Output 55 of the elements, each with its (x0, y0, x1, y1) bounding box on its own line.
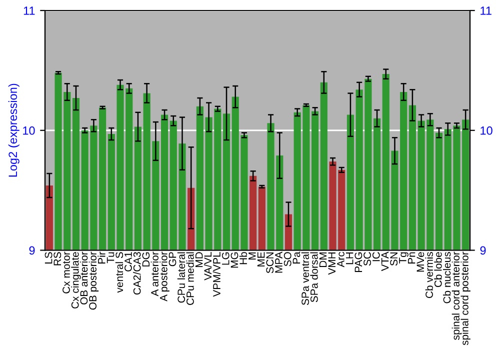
x-tick-label: Cx motor (62, 252, 70, 294)
y2-tick-label: 11 (480, 6, 492, 15)
x-tick-label: VMH (328, 252, 336, 275)
x-tick-label: Tu (106, 252, 114, 264)
x-tick-label: Cb lobe (434, 252, 442, 288)
x-tick-label: MG (230, 252, 238, 268)
x-tick-label: SC (364, 252, 371, 266)
x-tick-label: VTA (381, 252, 389, 272)
x-tick-label: A anterior (150, 252, 158, 296)
x-tick-label: SPa dorsal (310, 252, 318, 302)
x-tick-label: LG (222, 252, 230, 265)
x-tick-label: SPa ventral (301, 252, 309, 306)
x-tick-label: ventral S (115, 252, 124, 293)
x-tick-label: SCN (266, 252, 274, 274)
x-tick-label: spinal cord posterior (460, 252, 470, 346)
x-tick-label: Cb vermis (425, 252, 433, 298)
x-tick-label: OB posterior (88, 252, 99, 310)
x-tick-label: spinal cord anterior (452, 252, 462, 340)
y2-tick-label: 10 (480, 126, 492, 135)
x-tick-label: LH (346, 252, 354, 264)
x-tick-label: CPu lateral (177, 252, 186, 303)
x-tick-label: VA/VL (204, 252, 212, 280)
x-tick-label: DG (142, 252, 150, 266)
x-tick-label: RS (54, 252, 62, 266)
x-tick-label: Hb (239, 252, 248, 264)
x-tick-label: M (248, 252, 256, 260)
x-tick-label: MD (195, 252, 203, 267)
x-tick-label: Pn (408, 252, 416, 264)
x-tick-label: VPM/VPL (212, 252, 220, 297)
x-tick-label: PAG (354, 252, 362, 272)
x-tick-label: IC (372, 252, 380, 262)
y-tick-label: 9 (29, 246, 35, 255)
y2-tick-label: 9 (480, 246, 486, 255)
x-tick-label: OB anterior (80, 252, 88, 304)
y-tick-label: 11 (24, 6, 35, 15)
x-tick-label: Cx cingulate (71, 252, 81, 308)
x-tick-label: MPA (275, 252, 282, 273)
x-tick-label: DM (319, 252, 327, 267)
x-tick-label: CA1 (124, 252, 132, 272)
x-tick-label: Cb nucleus (443, 252, 451, 304)
x-tick-label: ME (257, 252, 265, 266)
x-tick-label: SN (390, 252, 398, 266)
x-tick-label: Arc (337, 252, 344, 268)
x-tick-label: GP (168, 252, 176, 266)
x-tick-label: Pa (292, 252, 300, 264)
x-tick-label: Pir (98, 252, 106, 264)
x-tick-label: MVe (416, 252, 424, 272)
x-tick-label: LS (44, 252, 52, 264)
y-tick-label: 10 (23, 126, 35, 135)
x-tick-label: CPu medial (186, 252, 194, 305)
x-tick-label: CA2/CA3 (133, 252, 141, 295)
x-tick-label: Tg (399, 252, 408, 264)
x-tick-label: SO (284, 252, 292, 266)
y-axis-title: Log2 (expression) (8, 84, 20, 177)
x-tick-label: A posterior (160, 252, 170, 302)
